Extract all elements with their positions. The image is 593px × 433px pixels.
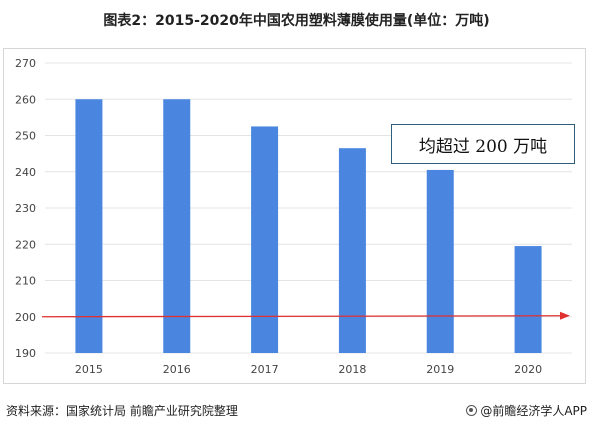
bar-2017 <box>251 126 279 353</box>
y-tick-label: 230 <box>15 202 36 215</box>
callout-box: 均超过 200 万吨 <box>391 124 575 164</box>
reference-arrow-line <box>41 315 563 318</box>
brand-credit: @前瞻经济学人APP <box>466 402 587 419</box>
chart-frame <box>3 48 586 384</box>
bar-2019 <box>426 169 454 353</box>
x-tick-label: 2015 <box>75 363 103 376</box>
chart-title: 图表2：2015-2020年中国农用塑料薄膜使用量(单位：万吨) <box>103 13 490 29</box>
x-tick-label: 2016 <box>163 363 191 376</box>
y-tick-label: 250 <box>15 130 36 143</box>
y-tick-label: 210 <box>15 275 36 288</box>
y-tick-label: 190 <box>15 347 36 360</box>
x-tick-label: 2017 <box>251 363 279 376</box>
y-tick-label: 200 <box>15 311 36 324</box>
y-tick-label: 240 <box>15 166 36 179</box>
x-tick-label: 2019 <box>426 363 454 376</box>
bar-2016 <box>163 99 191 353</box>
x-tick-label: 2020 <box>514 363 542 376</box>
y-tick-label: 270 <box>15 57 36 70</box>
bar-2020 <box>514 246 542 353</box>
y-tick-label: 260 <box>15 93 36 106</box>
y-tick-label: 220 <box>15 238 36 251</box>
brand-icon <box>466 405 478 416</box>
bar-2018 <box>338 148 366 353</box>
source-note: 资料来源：国家统计局 前瞻产业研究院整理 <box>6 404 238 418</box>
x-tick-label: 2018 <box>338 363 366 376</box>
reference-arrow-head <box>560 311 570 320</box>
brand-text: @前瞻经济学人APP <box>480 404 587 418</box>
bar-2015 <box>75 99 103 353</box>
